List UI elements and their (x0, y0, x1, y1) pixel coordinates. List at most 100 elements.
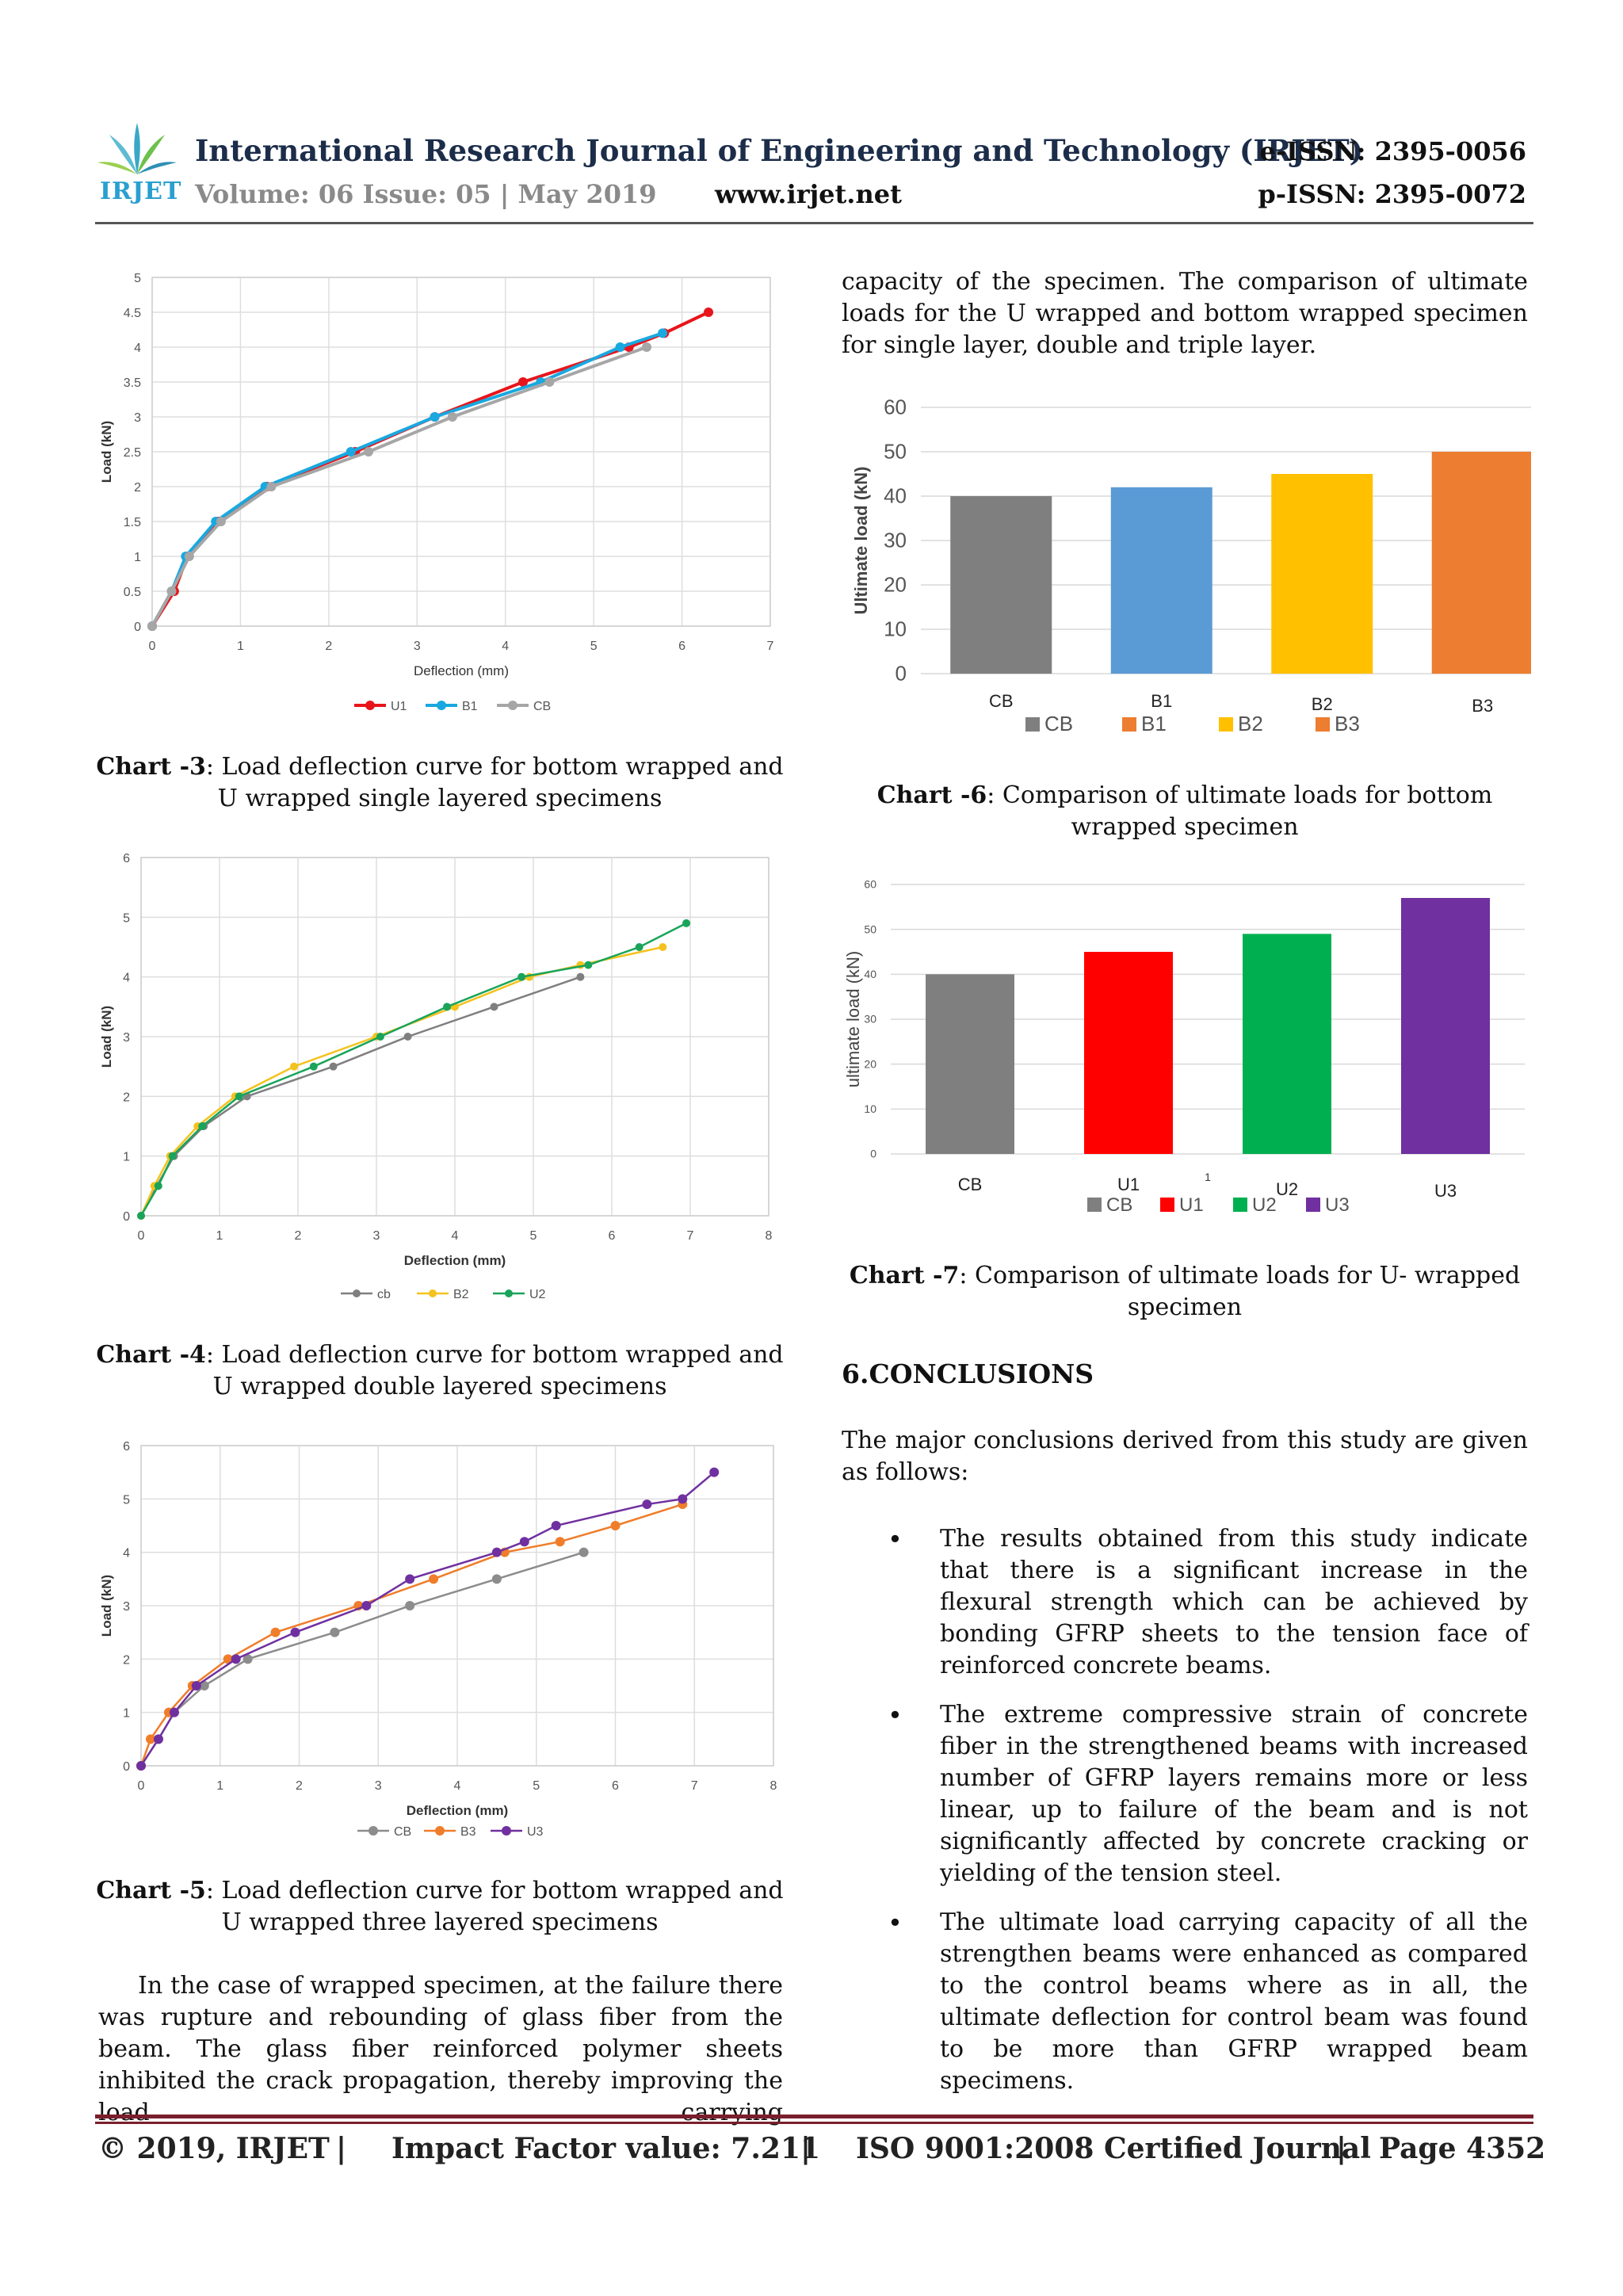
data-point (242, 1654, 253, 1664)
x-category-label: U2 (1276, 1179, 1298, 1199)
data-point (659, 943, 667, 951)
legend-label: B2 (1238, 712, 1263, 735)
conclusions-intro: The major conclusions derived from this … (842, 1427, 1528, 1486)
y-tick-label: 6 (123, 1440, 130, 1454)
bar-u1 (1084, 952, 1173, 1154)
legend-label: cb (377, 1288, 391, 1301)
legend-marker (437, 701, 446, 710)
legend-swatch (1122, 717, 1136, 732)
chart4-container: 0 1 2 3 4 5 6 7 8 0 1 2 3 4 5 6 Deflection (mm) Load (kN)… (95, 848, 792, 1324)
chart4-svg: 0 1 2 3 4 5 6 7 8 0 1 2 3 4 5 6 Deflection (mm) Load (kN)… (99, 852, 773, 1301)
data-point (709, 1467, 720, 1477)
y-tick-label: 5 (123, 1493, 130, 1507)
chart7-caption-label: Chart -7 (849, 1262, 960, 1289)
x-tick-label: 3 (375, 1779, 382, 1793)
data-point (430, 412, 440, 422)
data-point (191, 1681, 201, 1690)
legend-label: U1 (391, 700, 407, 713)
plot-area (151, 277, 771, 627)
y-axis-label: Load (kN) (99, 421, 114, 483)
data-point (231, 1654, 241, 1664)
chart5-container: 0 1 2 3 4 5 6 7 8 0 1 2 3 4 5 6 Deflection (mm) Load (kN)… (95, 1433, 792, 1845)
x-axis-label: Deflection (mm) (414, 663, 509, 678)
conclusion-item: The extreme compressive strain of concre… (842, 1699, 1528, 1889)
x-tick-label: 1 (237, 640, 244, 653)
legend-swatch (1025, 717, 1040, 732)
legend-label: B1 (462, 700, 478, 713)
legend-marker (353, 1289, 361, 1297)
x-tick-label: 5 (590, 640, 598, 653)
x-tick-label: 7 (691, 1779, 698, 1793)
data-point (330, 1627, 340, 1637)
y-tick-label: 40 (884, 484, 907, 508)
footer-copyright: © 2019, IRJET (98, 2132, 330, 2165)
right-paragraph: capacity of the specimen. The comparison… (842, 268, 1528, 359)
y-tick-label: 1.5 (124, 516, 141, 529)
data-point (658, 328, 668, 338)
data-point (551, 1521, 561, 1530)
data-point (682, 919, 691, 927)
bar-u2 (1243, 934, 1331, 1154)
data-point (376, 1033, 384, 1041)
x-category-label: B3 (1472, 696, 1493, 716)
chart7-caption: Chart -7: Comparison of ultimate loads f… (842, 1260, 1528, 1324)
chart4-caption-label: Chart -4 (96, 1341, 206, 1369)
data-point (166, 586, 177, 596)
legend-label: U3 (527, 1825, 544, 1839)
x-tick-label: 6 (612, 1779, 619, 1793)
plot-area (140, 857, 769, 1217)
series-line-u2 (139, 922, 687, 1217)
irjet-logo (94, 119, 181, 206)
legend-marker (508, 701, 517, 710)
eissn: e-ISSN: 2395-0056 (1259, 136, 1526, 166)
header-divider (95, 222, 1533, 224)
legend-marker (365, 701, 375, 710)
footer-separator: | (1336, 2132, 1347, 2165)
legend-label: U3 (1325, 1194, 1350, 1216)
chart7-caption-text: : Comparison of ultimate loads for U- wr… (959, 1262, 1521, 1321)
y-tick-label: 4.5 (124, 307, 141, 320)
x-tick-label: 2 (296, 1779, 303, 1793)
y-tick-label: 3 (123, 1600, 130, 1614)
legend-label: U2 (1252, 1194, 1277, 1216)
legend-marker (505, 1289, 513, 1297)
x-axis-label: Deflection (mm) (404, 1253, 506, 1268)
legend-marker (429, 1289, 437, 1297)
y-tick-label: 40 (864, 968, 876, 980)
data-point (678, 1494, 688, 1504)
y-tick-label: 1 (123, 1151, 130, 1164)
data-point (168, 1152, 177, 1160)
legend-label: U2 (529, 1288, 546, 1301)
data-point (704, 308, 713, 317)
x-tick-label: 4 (454, 1779, 461, 1793)
footer-separator: | (800, 2132, 812, 2165)
data-point (199, 1681, 209, 1690)
data-point (491, 1574, 502, 1584)
data-point (309, 1062, 318, 1071)
series-line-u1 (151, 311, 709, 628)
x-tick-label: 5 (533, 1779, 540, 1793)
section-title: 6.CONCLUSIONS (842, 1358, 1094, 1389)
data-point (518, 377, 528, 387)
y-tick-label: 0 (870, 1148, 876, 1160)
x-tick-label: 8 (770, 1779, 777, 1793)
y-tick-label: 0 (123, 1760, 130, 1774)
legend-swatch (1219, 717, 1233, 732)
legend-label: B1 (1141, 712, 1167, 735)
chart3-svg: 0 1 2 3 4 5 6 7 0 0.5 1 1.5 2 2.5 3 3.5 4 4.5 5 Deflection … (99, 272, 774, 713)
legend-swatch (1233, 1198, 1247, 1212)
bar-cb (926, 974, 1014, 1154)
chart6-caption-label: Chart -6 (876, 781, 987, 809)
data-point (147, 621, 157, 631)
x-category-label: CB (958, 1175, 983, 1194)
y-tick-label: 60 (864, 878, 876, 891)
legend-label: B3 (1335, 712, 1360, 735)
x-tick-label: 4 (452, 1229, 459, 1243)
bar-cb (950, 496, 1052, 674)
legend-marker (502, 1826, 511, 1836)
x-axis-label: Deflection (mm) (407, 1803, 508, 1818)
footer-separator: | (336, 2132, 347, 2165)
x-tick-label: 8 (766, 1229, 773, 1243)
legend-label: CB (1106, 1194, 1132, 1216)
data-point (615, 342, 625, 352)
